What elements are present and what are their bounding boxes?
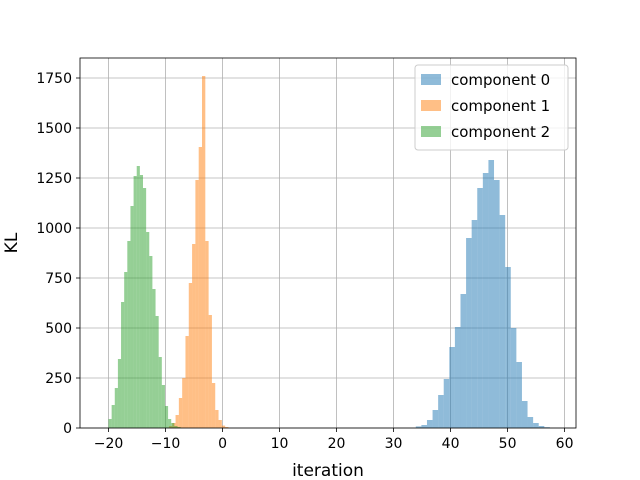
- histogram-bar: [142, 188, 147, 428]
- histogram-bar: [202, 76, 206, 428]
- legend-entry-label: component 1: [451, 97, 550, 115]
- histogram-bar: [499, 215, 506, 428]
- series-2-bars: [108, 166, 181, 428]
- legend-swatch: [421, 100, 441, 111]
- histogram-bar: [521, 401, 528, 428]
- histogram-bar: [466, 238, 472, 428]
- histogram-bar: [432, 410, 439, 428]
- histogram-bar: [505, 267, 511, 428]
- histogram-bar: [177, 427, 181, 428]
- y-axis-label: KL: [2, 232, 22, 253]
- y-tick-label: 750: [45, 271, 72, 287]
- x-tick-label: −10: [151, 436, 181, 452]
- histogram-bar: [482, 173, 489, 428]
- histogram-bar: [158, 357, 162, 428]
- legend-box: [414, 64, 569, 151]
- histogram-bar: [494, 180, 500, 428]
- x-tick-label: 0: [218, 436, 227, 452]
- histogram-bar: [449, 347, 455, 428]
- histogram-bar: [438, 395, 444, 428]
- plot-frame: [79, 57, 577, 429]
- x-tick-label: 10: [271, 436, 289, 452]
- series-0-bars: [415, 160, 550, 428]
- histogram-bar: [130, 206, 134, 428]
- histogram-bar: [192, 244, 196, 428]
- histogram-bar: [426, 420, 433, 428]
- x-tick-label: 50: [499, 436, 517, 452]
- histogram-bar: [188, 283, 193, 428]
- histogram-bar: [460, 294, 467, 428]
- legend: component 0 component 1 component 2: [414, 64, 569, 151]
- legend-entry-label: component 2: [451, 123, 550, 141]
- histogram-bar: [146, 232, 150, 428]
- y-axis-ticks: 0 250 500 750 1000 1250 1500 1750: [36, 71, 80, 437]
- histogram-bar: [443, 379, 450, 428]
- y-tick-label: 1250: [36, 171, 72, 187]
- histogram-bar: [198, 147, 203, 428]
- y-tick-label: 1500: [36, 121, 72, 137]
- histogram-bar: [516, 362, 522, 428]
- histogram-bar: [174, 426, 178, 428]
- histogram-bar: [155, 316, 159, 428]
- x-tick-label: 30: [385, 436, 403, 452]
- histogram-bar: [218, 420, 222, 428]
- y-tick-label: 0: [63, 421, 72, 437]
- histogram-bar: [208, 315, 212, 428]
- x-tick-label: 20: [328, 436, 346, 452]
- histogram-bar: [168, 419, 172, 428]
- histogram-bar: [454, 327, 461, 428]
- x-axis-ticks: −20 −10 0 10 20 30 40 50 60: [94, 428, 574, 452]
- y-tick-label: 1750: [36, 71, 72, 87]
- histogram-bar: [124, 272, 128, 428]
- histogram-bar: [136, 166, 140, 428]
- histogram-bar: [477, 188, 483, 428]
- histogram-bar: [178, 398, 183, 428]
- series-1-bars: [168, 76, 229, 428]
- x-tick-label: −20: [94, 436, 124, 452]
- histogram-bar: [182, 378, 186, 428]
- histogram-bar: [225, 427, 229, 428]
- y-tick-label: 250: [45, 371, 72, 387]
- histogram-bar: [121, 302, 125, 428]
- legend-swatch: [421, 126, 441, 137]
- histogram-bar: [471, 220, 478, 428]
- histogram-bar: [133, 176, 137, 428]
- histogram-bar: [221, 425, 226, 428]
- histogram-bar: [538, 426, 545, 428]
- histogram-bar: [152, 289, 156, 428]
- histogram-bar: [533, 423, 539, 428]
- histogram-bar: [421, 425, 427, 428]
- x-axis-label: iteration: [292, 461, 364, 480]
- histogram-bar: [161, 385, 165, 428]
- histogram-bar: [149, 256, 153, 428]
- histogram-bar: [127, 241, 131, 428]
- histogram-bar: [527, 417, 534, 428]
- histogram-bar: [108, 419, 112, 428]
- y-tick-label: 500: [45, 321, 72, 337]
- legend-swatch: [421, 74, 441, 85]
- histogram-bars: [108, 76, 550, 428]
- legend-entry-label: component 0: [451, 71, 550, 89]
- x-tick-label: 60: [556, 436, 574, 452]
- y-tick-label: 1000: [36, 221, 72, 237]
- histogram-bar: [215, 410, 219, 428]
- histogram-bar: [114, 388, 118, 428]
- histogram-bar: [488, 160, 495, 428]
- histogram-bar: [171, 423, 175, 428]
- histogram-bar: [117, 359, 122, 428]
- histogram-bar: [185, 336, 189, 428]
- histogram-bar: [205, 241, 209, 428]
- histogram-bar: [415, 426, 422, 428]
- histogram-bar: [211, 383, 216, 428]
- histogram-bar: [175, 415, 179, 428]
- histogram-bar: [510, 328, 517, 428]
- histogram-bar: [195, 180, 199, 428]
- x-tick-label: 40: [442, 436, 460, 452]
- histogram-bar: [139, 175, 143, 428]
- histogram-bar: [164, 406, 169, 428]
- histogram-bar: [111, 405, 115, 428]
